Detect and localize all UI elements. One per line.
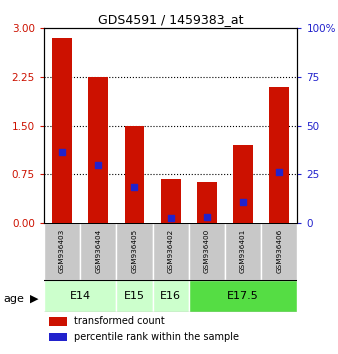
Text: GSM936403: GSM936403	[59, 229, 65, 273]
Point	[204, 214, 210, 219]
Text: GSM936405: GSM936405	[131, 229, 138, 273]
Bar	[161, 179, 180, 223]
Text: age: age	[3, 294, 24, 304]
Text: E17.5: E17.5	[227, 291, 259, 301]
Text: percentile rank within the sample: percentile rank within the sample	[74, 332, 239, 342]
Bar	[197, 182, 217, 223]
Bar	[152, 280, 189, 312]
Bar	[189, 280, 297, 312]
Point	[59, 149, 65, 154]
Point	[168, 216, 173, 221]
Bar	[233, 145, 253, 223]
Bar	[269, 87, 289, 223]
Text: GSM936401: GSM936401	[240, 229, 246, 273]
Text: E16: E16	[160, 291, 181, 301]
Point	[96, 162, 101, 167]
Bar	[49, 333, 67, 341]
Bar	[44, 280, 116, 312]
Bar	[124, 126, 144, 223]
Bar	[152, 223, 189, 280]
Title: GDS4591 / 1459383_at: GDS4591 / 1459383_at	[98, 13, 243, 26]
Bar	[88, 77, 108, 223]
Text: transformed count: transformed count	[74, 316, 165, 326]
Bar	[261, 223, 297, 280]
Text: GSM936400: GSM936400	[204, 229, 210, 273]
Text: GSM936406: GSM936406	[276, 229, 282, 273]
Bar	[116, 223, 152, 280]
Bar	[44, 223, 80, 280]
Bar	[116, 280, 152, 312]
Bar	[189, 223, 225, 280]
Point	[240, 199, 246, 205]
Bar	[225, 223, 261, 280]
Text: GSM936404: GSM936404	[95, 229, 101, 273]
Text: E15: E15	[124, 291, 145, 301]
Bar	[52, 38, 72, 223]
Bar	[49, 317, 67, 326]
Text: E14: E14	[70, 291, 91, 301]
Bar	[80, 223, 116, 280]
Point	[276, 170, 282, 175]
Text: GSM936402: GSM936402	[168, 229, 174, 273]
Point	[132, 184, 137, 190]
Text: ▶: ▶	[30, 294, 39, 304]
